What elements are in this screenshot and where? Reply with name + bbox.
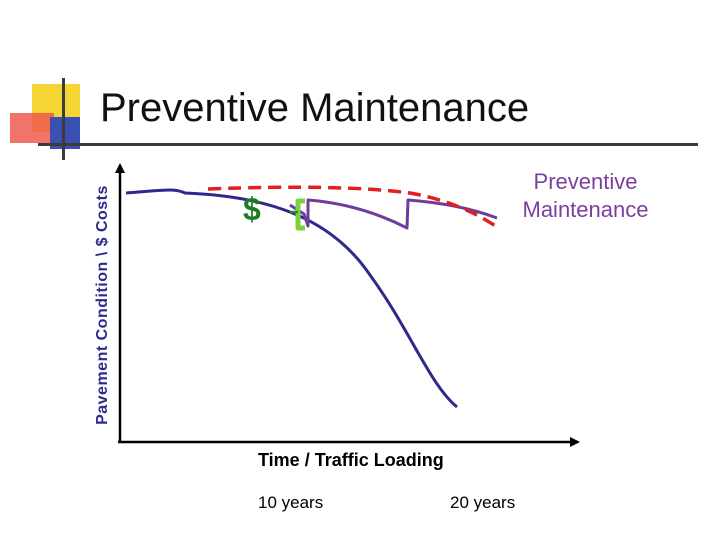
maintained-condition-dashed: [207, 185, 498, 229]
deterioration-curve: [125, 188, 458, 409]
title-underline: [38, 143, 698, 146]
y-axis-label: Pavement Condition \ $ Costs: [94, 185, 111, 425]
dollar-sign-annotation: $: [243, 191, 261, 227]
treatment-bracket: [295, 198, 305, 231]
preventive-maintenance-curve: [289, 198, 498, 230]
x-tick-20-years: 20 years: [450, 493, 516, 512]
slide-title: Preventive Maintenance: [100, 86, 530, 130]
preventive-maintenance-label: Preventive Maintenance: [522, 169, 649, 222]
x-axis-label: Time / Traffic Loading: [258, 450, 444, 470]
x-tick-10-years: 10 years: [258, 493, 324, 512]
decor-vertical-line: [62, 78, 65, 160]
decor-red-square: [10, 113, 54, 143]
